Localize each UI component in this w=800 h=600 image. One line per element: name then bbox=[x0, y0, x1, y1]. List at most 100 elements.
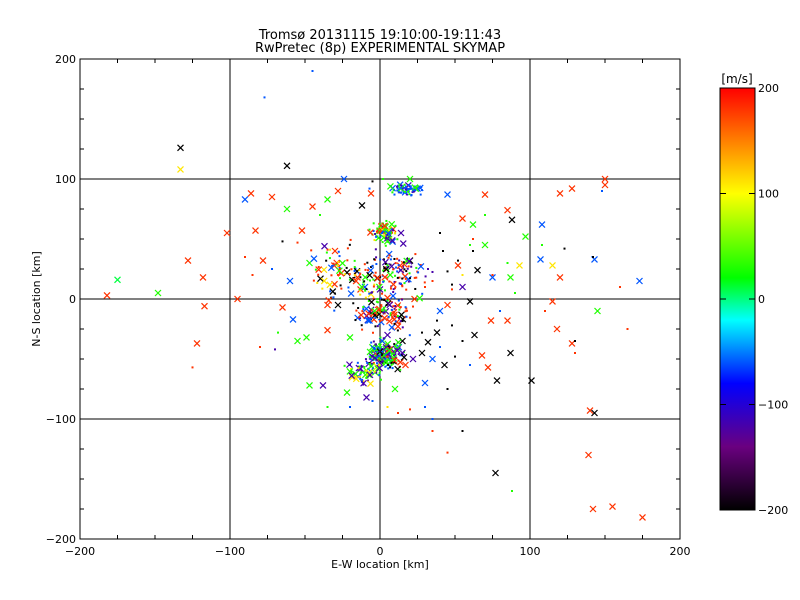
scatter-point-dot bbox=[454, 355, 456, 358]
scatter-point-dot bbox=[375, 300, 378, 303]
scatter-point-dot bbox=[331, 264, 334, 267]
scatter-point-dot bbox=[446, 270, 449, 273]
colorbar: [m/s] 200 100 0 −100 −200 bbox=[719, 72, 788, 517]
scatter-point-x bbox=[103, 291, 111, 299]
scatter-point-dot bbox=[376, 297, 379, 300]
scatter-point-dot bbox=[511, 490, 513, 492]
scatter-point-x bbox=[528, 377, 535, 385]
scatter-point-dot bbox=[388, 229, 391, 232]
scatter-point-dot bbox=[369, 364, 372, 367]
scatter-point-dot bbox=[389, 314, 392, 317]
scatter-point-x bbox=[347, 290, 355, 297]
scatter-point-dot bbox=[378, 350, 381, 353]
scatter-point-dot bbox=[346, 247, 349, 250]
y-axis-label: N-S location [km] bbox=[30, 251, 43, 347]
scatter-point-dot bbox=[376, 301, 379, 304]
scatter-point-dot bbox=[259, 346, 261, 348]
scatter-point-dot bbox=[384, 266, 387, 269]
scatter-point-x bbox=[364, 317, 372, 324]
scatter-point-dot bbox=[409, 187, 412, 190]
scatter-point-x bbox=[309, 203, 316, 211]
scatter-point-dot bbox=[374, 248, 377, 251]
scatter-point-dot bbox=[393, 354, 396, 357]
scatter-point-dot bbox=[404, 187, 407, 190]
scatter-point-dot bbox=[359, 276, 362, 279]
scatter-point-dot bbox=[378, 343, 381, 346]
scatter-point-x bbox=[444, 301, 451, 309]
scatter-point-x bbox=[507, 273, 514, 281]
colorbar-tick-label: 200 bbox=[758, 82, 779, 95]
scatter-point-x bbox=[609, 503, 616, 511]
scatter-point-dot bbox=[383, 234, 386, 237]
scatter-point-dot bbox=[376, 325, 379, 328]
scatter-point-dot bbox=[392, 268, 395, 271]
scatter-point-x bbox=[492, 469, 499, 477]
scatter-point-x bbox=[411, 184, 419, 191]
scatter-point-dot bbox=[514, 292, 516, 294]
scatter-point-dot bbox=[380, 231, 383, 234]
scatter-point-dot bbox=[396, 238, 399, 241]
scatter-point-dot bbox=[360, 370, 363, 373]
scatter-point-x bbox=[367, 266, 375, 274]
scatter-point-x bbox=[522, 233, 529, 241]
scatter-point-dot bbox=[381, 228, 384, 231]
scatter-point-dot bbox=[390, 308, 393, 311]
scatter-point-dot bbox=[382, 280, 385, 283]
scatter-point-dot bbox=[396, 257, 399, 260]
scatter-point-x bbox=[441, 361, 448, 369]
scatter-point-dot bbox=[390, 361, 393, 364]
scatter-point-dot bbox=[381, 309, 384, 312]
scatter-point-dot bbox=[359, 272, 362, 275]
scatter-point-dot bbox=[326, 248, 329, 251]
scatter-point-dot bbox=[407, 280, 410, 283]
scatter-point-dot bbox=[404, 277, 407, 280]
scatter-point-dot bbox=[401, 326, 404, 329]
scatter-point-dot bbox=[407, 258, 410, 261]
scatter-point-dot bbox=[334, 263, 337, 266]
scatter-point-x bbox=[367, 189, 375, 197]
scatter-point-dot bbox=[368, 310, 371, 313]
scatter-point-dot bbox=[391, 359, 394, 362]
scatter-point-dot bbox=[401, 285, 404, 288]
scatter-point-dot bbox=[191, 366, 194, 369]
y-tick-label: −100 bbox=[46, 413, 76, 426]
plot-area: −200 −100 0 100 200 −200 −100 0 100 200 bbox=[46, 53, 691, 558]
scatter-point-x bbox=[352, 277, 360, 285]
scatter-point-dot bbox=[394, 320, 397, 323]
scatter-point-dot bbox=[420, 189, 423, 192]
scatter-point-dot bbox=[357, 367, 360, 370]
scatter-point-dot bbox=[356, 361, 359, 364]
scatter-point-dot bbox=[346, 259, 349, 262]
scatter-point-dot bbox=[362, 380, 365, 383]
scatter-point-dot bbox=[461, 274, 464, 276]
scatter-point-dot bbox=[380, 304, 383, 307]
scatter-point-dot bbox=[403, 183, 406, 186]
scatter-point-x bbox=[386, 271, 394, 279]
scatter-point-dot bbox=[414, 287, 417, 290]
scatter-point-dot bbox=[377, 346, 380, 349]
y-tick-label: 0 bbox=[69, 293, 76, 306]
scatter-point-x bbox=[391, 385, 399, 393]
scatter-point-x bbox=[386, 317, 393, 325]
scatter-point-x bbox=[399, 240, 407, 247]
scatter-point-x bbox=[324, 301, 331, 309]
scatter-point-dot bbox=[372, 230, 375, 233]
scatter-point-x bbox=[294, 337, 301, 345]
scatter-point-dot bbox=[378, 223, 381, 226]
scatter-point-x bbox=[402, 361, 409, 369]
scatter-point-dot bbox=[360, 324, 363, 327]
scatter-point-dot bbox=[405, 191, 408, 194]
scatter-point-dot bbox=[358, 365, 361, 368]
scatter-point-dot bbox=[484, 214, 486, 216]
scatter-point-dot bbox=[384, 228, 387, 231]
scatter-point-dot bbox=[362, 306, 365, 309]
scatter-point-dot bbox=[400, 184, 403, 187]
scatter-point-x bbox=[346, 333, 354, 341]
scatter-point-dot bbox=[375, 235, 378, 238]
scatter-point-dot bbox=[393, 357, 396, 360]
scatter-point-dot bbox=[417, 271, 420, 274]
scatter-point-dot bbox=[340, 287, 343, 290]
scatter-point-dot bbox=[408, 193, 411, 196]
scatter-point-dot bbox=[446, 451, 449, 454]
scatter-point-dot bbox=[362, 308, 365, 311]
